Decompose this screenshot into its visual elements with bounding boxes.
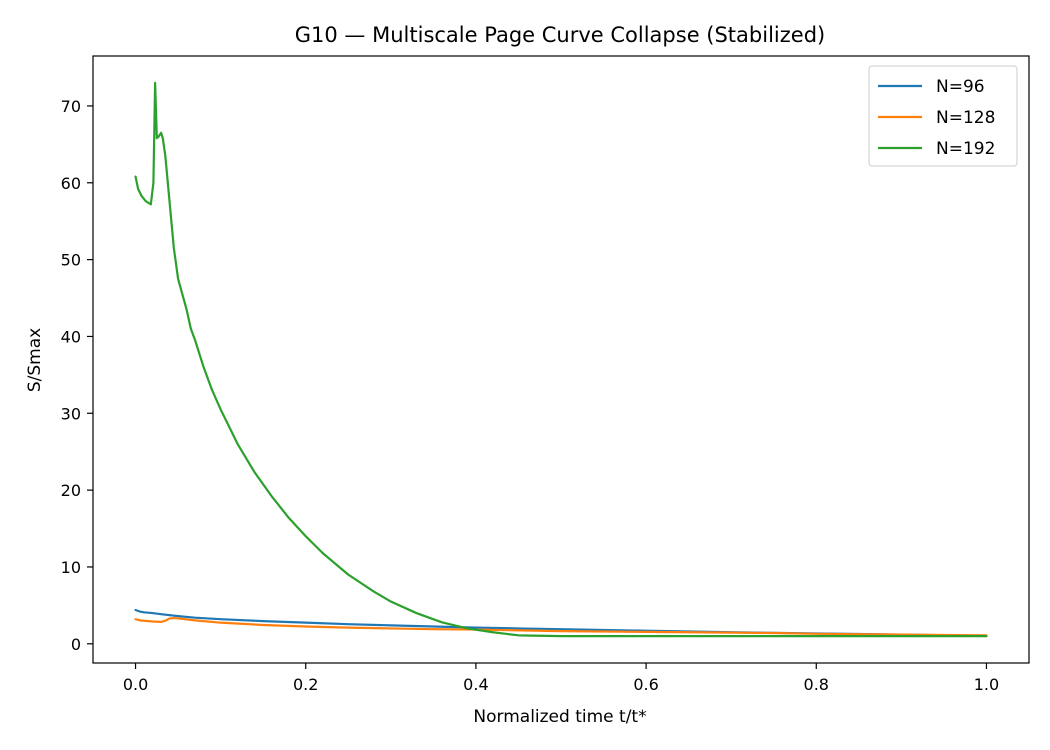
- series-line-n-192: [134, 81, 988, 638]
- y-tick-label: 60: [61, 174, 81, 193]
- x-tick-label: 0.0: [123, 675, 148, 694]
- legend-label: N=128: [936, 108, 995, 128]
- x-tick-label: 0.6: [633, 675, 658, 694]
- y-tick-label: 20: [61, 481, 81, 500]
- y-tick-label: 70: [61, 97, 81, 116]
- y-axis-label: S/Smax: [25, 328, 45, 392]
- plot-frame: [92, 55, 1030, 664]
- legend-box: [868, 65, 1018, 167]
- x-tick-label: 0.8: [804, 675, 829, 694]
- y-tick-label: 30: [61, 404, 81, 423]
- y-tick-label: 50: [61, 251, 81, 270]
- chart-title: G10 — Multiscale Page Curve Collapse (St…: [295, 23, 825, 47]
- y-axis: 0 10 20 30 40 50 60 70: [61, 97, 93, 654]
- x-tick-label: 1.0: [974, 675, 999, 694]
- series-layer: [134, 81, 988, 638]
- x-axis-label: Normalized time t/t*: [473, 707, 646, 727]
- y-tick-label: 0: [71, 635, 81, 654]
- legend-label: N=96: [936, 77, 985, 97]
- y-tick-label: 40: [61, 327, 81, 346]
- x-tick-label: 0.4: [463, 675, 488, 694]
- y-tick-label: 10: [61, 558, 81, 577]
- series-line-n-128: [134, 616, 988, 637]
- x-tick-label: 0.2: [293, 675, 318, 694]
- legend-label: N=192: [936, 139, 995, 159]
- legend: N=96 N=128 N=192: [868, 65, 1018, 167]
- x-axis: 0.0 0.2 0.4 0.6 0.8 1.0: [123, 663, 999, 694]
